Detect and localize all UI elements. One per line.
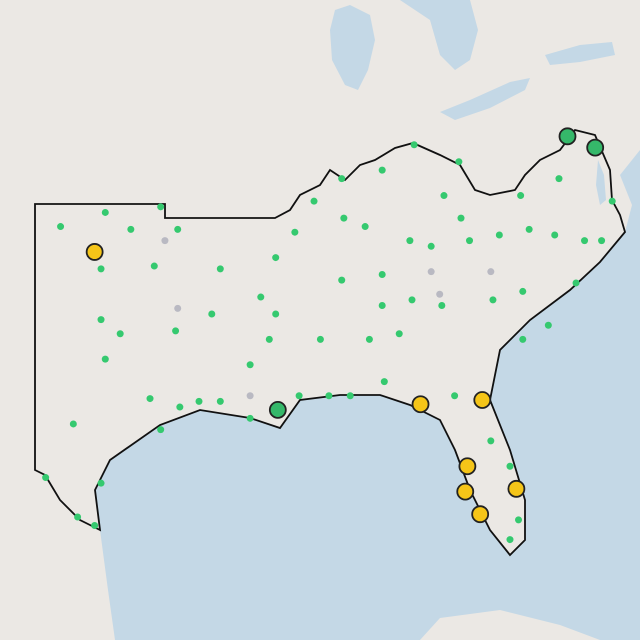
site-dot[interactable] [457, 214, 465, 222]
site-dot[interactable] [544, 321, 552, 329]
site-dot[interactable] [551, 231, 559, 239]
site-dot[interactable] [438, 302, 446, 310]
site-dot[interactable] [116, 330, 124, 338]
site-dot[interactable] [346, 392, 354, 400]
highlight-marker[interactable] [411, 395, 430, 414]
site-dot[interactable] [365, 335, 373, 343]
site-dot[interactable] [519, 287, 527, 295]
site-dot[interactable] [338, 175, 346, 183]
site-dot[interactable] [157, 203, 165, 211]
site-dot[interactable] [127, 225, 135, 233]
site-dot[interactable] [572, 279, 580, 287]
chesapeake [596, 160, 606, 205]
site-dot[interactable] [608, 197, 616, 205]
site-dot[interactable] [161, 237, 169, 245]
site-dot[interactable] [495, 231, 503, 239]
lake-michigan [330, 5, 375, 90]
site-dot[interactable] [581, 237, 589, 245]
lake-erie [440, 78, 530, 120]
site-dot[interactable] [272, 310, 280, 318]
highlight-marker[interactable] [558, 127, 577, 146]
site-dot[interactable] [395, 330, 403, 338]
site-dot[interactable] [487, 437, 495, 445]
highlight-marker[interactable] [85, 243, 104, 261]
site-dot[interactable] [519, 335, 527, 343]
site-dot[interactable] [378, 302, 386, 310]
markers [42, 127, 616, 544]
lake-huron [400, 0, 478, 70]
site-dot[interactable] [340, 214, 348, 222]
site-dot[interactable] [101, 208, 109, 216]
site-dot[interactable] [295, 392, 303, 400]
highlight-marker[interactable] [268, 400, 287, 419]
site-dot[interactable] [436, 290, 444, 298]
site-dot[interactable] [257, 293, 265, 301]
site-dot[interactable] [378, 166, 386, 174]
site-dot[interactable] [57, 223, 65, 231]
site-dot[interactable] [69, 420, 77, 428]
site-dot[interactable] [272, 254, 280, 262]
site-dot[interactable] [361, 223, 369, 231]
site-dot[interactable] [451, 392, 459, 400]
site-dot[interactable] [216, 265, 224, 273]
site-dot[interactable] [291, 228, 299, 236]
site-dot[interactable] [172, 327, 180, 335]
site-dot[interactable] [74, 513, 82, 521]
lake-ontario [545, 42, 615, 65]
site-dot[interactable] [176, 403, 184, 411]
site-dot[interactable] [208, 310, 216, 318]
site-dot[interactable] [517, 192, 525, 200]
site-dot[interactable] [440, 192, 448, 200]
site-dot[interactable] [555, 175, 563, 183]
site-dot[interactable] [525, 225, 533, 233]
site-dot[interactable] [506, 462, 514, 470]
site-dot[interactable] [408, 296, 416, 304]
site-dot[interactable] [489, 296, 497, 304]
site-dot[interactable] [427, 242, 435, 250]
site-dot[interactable] [97, 479, 105, 487]
site-dot[interactable] [157, 426, 165, 434]
site-dot[interactable] [506, 536, 514, 544]
highlight-marker[interactable] [507, 479, 526, 498]
site-dot[interactable] [174, 304, 182, 312]
site-dot[interactable] [487, 268, 495, 276]
site-dot[interactable] [195, 397, 203, 405]
site-dot[interactable] [97, 265, 105, 273]
highlight-marker[interactable] [456, 482, 475, 501]
site-dot[interactable] [316, 335, 324, 343]
highlight-marker[interactable] [473, 391, 492, 409]
site-dot[interactable] [42, 474, 50, 482]
site-dot[interactable] [174, 225, 182, 233]
highlight-marker[interactable] [458, 457, 477, 476]
region-outline [34, 128, 626, 557]
site-dot[interactable] [91, 521, 99, 529]
highlight-marker[interactable] [471, 505, 490, 524]
site-dot[interactable] [265, 335, 273, 343]
site-dot[interactable] [97, 316, 105, 324]
site-dot[interactable] [410, 141, 418, 149]
site-dot[interactable] [455, 158, 463, 166]
site-dot[interactable] [246, 392, 254, 400]
site-dot[interactable] [598, 237, 606, 245]
site-dot[interactable] [246, 361, 254, 369]
site-dot[interactable] [246, 414, 254, 422]
cuba [420, 610, 600, 640]
site-dot[interactable] [325, 392, 333, 400]
site-dot[interactable] [427, 268, 435, 276]
site-dot[interactable] [150, 262, 158, 270]
site-dot[interactable] [338, 276, 346, 284]
site-dot[interactable] [146, 395, 154, 403]
site-dot[interactable] [310, 197, 318, 205]
site-dot[interactable] [466, 237, 474, 245]
site-dot[interactable] [378, 271, 386, 278]
site-dot[interactable] [406, 237, 414, 245]
site-dot[interactable] [380, 378, 388, 386]
site-dot[interactable] [515, 516, 523, 524]
site-dot[interactable] [101, 355, 109, 363]
site-dot[interactable] [216, 397, 224, 405]
highlight-marker[interactable] [586, 138, 605, 157]
